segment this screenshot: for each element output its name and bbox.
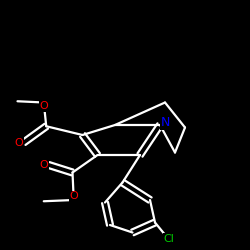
Text: O: O [14, 138, 23, 147]
Text: O: O [40, 160, 48, 170]
Text: O: O [40, 101, 48, 111]
Text: O: O [70, 191, 78, 201]
Text: N: N [160, 116, 170, 129]
Text: Cl: Cl [163, 234, 174, 244]
